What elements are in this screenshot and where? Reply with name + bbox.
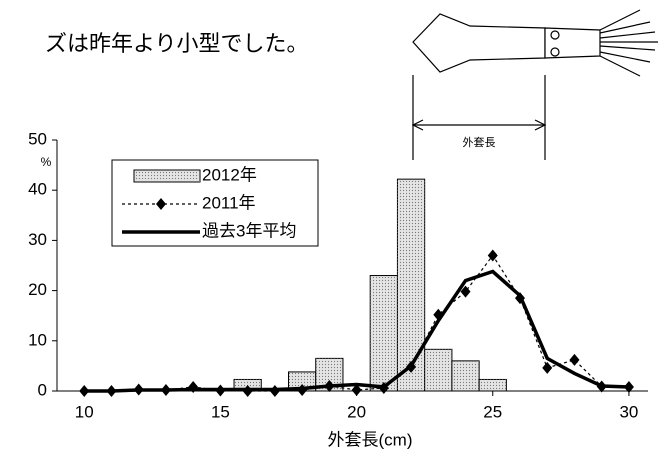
- y-tick-label: 50: [28, 129, 47, 148]
- bar-texture: [370, 275, 398, 391]
- legend-label: 過去3年平均: [202, 221, 296, 240]
- x-axis-label: 外套長(cm): [328, 430, 413, 449]
- y-tick-label: 10: [28, 330, 47, 349]
- legend-label: 2012年: [202, 165, 257, 184]
- y-axis-label: %: [41, 155, 52, 169]
- x-tick-label: 25: [483, 402, 502, 421]
- bar-texture: [479, 379, 507, 391]
- x-tick-label: 20: [347, 402, 366, 421]
- marker: [460, 285, 471, 298]
- marker: [542, 361, 553, 374]
- bar-texture: [451, 360, 480, 391]
- marker: [487, 249, 498, 262]
- x-tick-label: 10: [75, 402, 94, 421]
- squid-illustration: [411, 9, 658, 160]
- x-tick-label: 15: [211, 402, 230, 421]
- y-tick-label: 30: [28, 230, 47, 249]
- y-tick-label: 40: [28, 180, 47, 199]
- legend-label: 2011年: [202, 193, 256, 212]
- marker: [569, 353, 580, 366]
- marker: [351, 383, 362, 396]
- y-tick-label: 0: [38, 380, 47, 399]
- figure-label: 外套長: [463, 136, 496, 149]
- header-text: ズは昨年より小型でした。: [45, 31, 309, 56]
- y-tick-label: 20: [28, 280, 47, 299]
- bar-texture: [424, 349, 452, 391]
- bar-texture: [397, 179, 425, 391]
- legend-marker: [156, 198, 166, 210]
- x-tick-label: 30: [619, 402, 638, 421]
- legend-swatch-texture: [134, 170, 200, 182]
- line: [84, 269, 629, 393]
